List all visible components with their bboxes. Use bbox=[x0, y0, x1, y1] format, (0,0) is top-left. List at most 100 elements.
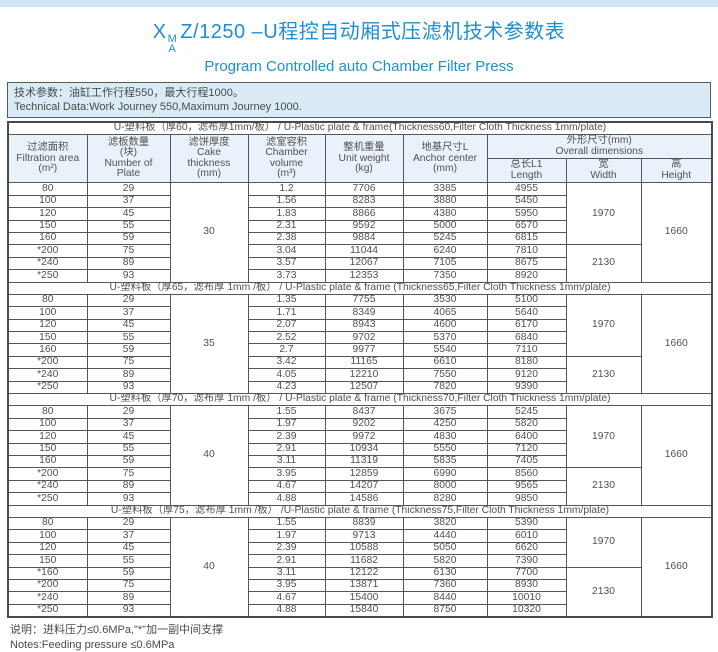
cell-chamber-volume: 2.91 bbox=[247, 442, 326, 457]
cell-plate-count: 89 bbox=[86, 368, 171, 382]
cell-filtration-area: 80 bbox=[7, 293, 88, 308]
cell-length: 5820 bbox=[486, 417, 567, 432]
cell-plate-count: 37 bbox=[86, 529, 171, 543]
cell-anchor-center: 6610 bbox=[402, 355, 488, 370]
cell-length: 8675 bbox=[486, 256, 567, 271]
cell-chamber-volume: 2.7 bbox=[247, 343, 326, 357]
cell-unit-weight: 12122 bbox=[324, 566, 404, 580]
cell-unit-weight: 12507 bbox=[324, 380, 404, 395]
cell-plate-count: 55 bbox=[86, 331, 171, 345]
cell-chamber-volume: 1.56 bbox=[247, 194, 326, 209]
cell-unit-weight: 12859 bbox=[324, 467, 404, 481]
section-title: U-塑料板（厚65，滤布厚 1mm /板） / U-Plastic plate … bbox=[7, 281, 713, 295]
cell-anchor-center: 5370 bbox=[402, 331, 488, 345]
cell-unit-weight: 8349 bbox=[324, 306, 404, 320]
cell-unit-weight: 8437 bbox=[324, 405, 404, 419]
model-sup: M bbox=[167, 33, 178, 45]
cell-width: 2130 bbox=[565, 566, 642, 618]
cell-width: 2130 bbox=[565, 467, 642, 506]
tech-data-en: Technical Data:Work Journey 550,Maximum … bbox=[14, 101, 302, 113]
cell-unit-weight: 10934 bbox=[324, 442, 404, 457]
table-row: *250 93 4.88 14586 8280 9850 bbox=[7, 492, 712, 506]
cell-plate-count: 59 bbox=[86, 566, 171, 580]
notes-cn: 说明：进料压力≤0.6MPa,"*"加一副中间支撑 bbox=[10, 624, 224, 637]
cell-filtration-area: 100 bbox=[7, 306, 88, 320]
cell-unit-weight: 8283 bbox=[324, 194, 404, 209]
table-row: *160 59 3.11 12122 6130 7700 2130 bbox=[7, 566, 712, 618]
table-row: *200 75 3.04 11044 6240 7810 2130 bbox=[7, 244, 712, 283]
col-header-area-line: (m²) bbox=[38, 163, 58, 175]
cell-anchor-center: 4380 bbox=[402, 207, 488, 221]
cell-unit-weight: 9884 bbox=[324, 231, 404, 246]
cell-anchor-center: 7105 bbox=[402, 256, 488, 271]
cell-width: 1970 bbox=[565, 405, 642, 469]
cell-unit-weight: 14207 bbox=[324, 479, 404, 494]
table-row: 150 55 2.91 11682 5820 7390 bbox=[7, 554, 712, 568]
cell-plate-count: 59 bbox=[86, 454, 171, 469]
cell-length: 6400 bbox=[486, 430, 567, 444]
cell-anchor-center: 5835 bbox=[402, 454, 488, 469]
table-row: *250 93 3.73 12353 7350 8920 bbox=[7, 269, 712, 283]
col-header-area: 过滤面积 Filtration area (m²) bbox=[7, 134, 88, 184]
cell-chamber-volume: 1.2 bbox=[247, 182, 326, 196]
cell-filtration-area: 80 bbox=[7, 405, 88, 419]
cell-unit-weight: 11682 bbox=[324, 554, 404, 568]
cell-chamber-volume: 3.11 bbox=[247, 566, 326, 580]
cell-plate-count: 45 bbox=[86, 318, 171, 333]
col-subheader-height-line: 高 bbox=[671, 159, 682, 171]
table-row: *240 89 4.67 15400 8440 10010 bbox=[7, 591, 712, 605]
cell-chamber-volume: 3.11 bbox=[247, 454, 326, 469]
cell-unit-weight: 13871 bbox=[324, 578, 404, 593]
cell-anchor-center: 7360 bbox=[402, 578, 488, 593]
table-row: 120 45 1.83 8866 4380 5950 bbox=[7, 207, 712, 221]
cell-filtration-area: 100 bbox=[7, 417, 88, 432]
cell-anchor-center: 5540 bbox=[402, 343, 488, 357]
cell-filtration-area: 80 bbox=[7, 516, 88, 531]
cell-filtration-area: *240 bbox=[7, 479, 88, 494]
cell-length: 7110 bbox=[486, 343, 567, 357]
notes-en: Notes:Feeding pressure ≤0.6MPa bbox=[10, 638, 175, 651]
cell-plate-count: 45 bbox=[86, 541, 171, 556]
table-row: *200 75 3.42 11165 6610 8180 2130 bbox=[7, 355, 712, 395]
cell-filtration-area: *200 bbox=[7, 355, 88, 370]
cell-unit-weight: 9977 bbox=[324, 343, 404, 357]
cell-filtration-area: 120 bbox=[7, 430, 88, 444]
col-header-weight-line: Unit weight bbox=[338, 152, 390, 164]
col-header-plates-line: Plate bbox=[116, 168, 141, 180]
cell-anchor-center: 3675 bbox=[402, 405, 488, 419]
section-title: U-塑料板（厚75，滤布厚 1mm /板） /U-Plastic plate &… bbox=[7, 504, 713, 518]
cell-length: 6840 bbox=[486, 331, 567, 345]
col-header-area-line: Filtration area bbox=[16, 152, 80, 164]
cell-chamber-volume: 1.83 bbox=[247, 207, 326, 221]
cell-length: 7405 bbox=[486, 454, 567, 469]
cell-anchor-center: 6990 bbox=[402, 467, 488, 481]
cell-plate-count: 29 bbox=[86, 405, 171, 419]
cell-length: 7390 bbox=[486, 554, 567, 568]
cell-length: 5640 bbox=[486, 306, 567, 320]
col-header-anchor-line: 地基尺寸L bbox=[421, 142, 469, 154]
col-subheader-height: 高 Height bbox=[640, 158, 713, 184]
cell-chamber-volume: 3.57 bbox=[247, 256, 326, 271]
table-row: 160 59 2.38 9884 5245 6815 bbox=[7, 231, 712, 246]
cell-unit-weight: 12067 bbox=[324, 256, 404, 271]
cell-chamber-volume: 2.39 bbox=[247, 541, 326, 556]
col-header-cake-line: (mm) bbox=[196, 168, 221, 180]
cell-width: 2130 bbox=[565, 355, 642, 395]
cell-anchor-center: 7350 bbox=[402, 269, 488, 283]
cell-plate-count: 29 bbox=[86, 293, 171, 308]
cell-filtration-area: *240 bbox=[7, 256, 88, 271]
cell-plate-count: 89 bbox=[86, 591, 171, 605]
cell-filtration-area: 100 bbox=[7, 529, 88, 543]
cell-length: 5390 bbox=[486, 516, 567, 531]
table-row: 100 37 1.97 9202 4250 5820 bbox=[7, 417, 712, 432]
cell-chamber-volume: 2.91 bbox=[247, 554, 326, 568]
cell-length: 9120 bbox=[486, 368, 567, 382]
cell-anchor-center: 7820 bbox=[402, 380, 488, 395]
cell-plate-count: 75 bbox=[86, 355, 171, 370]
cell-plate-count: 75 bbox=[86, 244, 171, 258]
cell-chamber-volume: 3.42 bbox=[247, 355, 326, 370]
cell-filtration-area: *250 bbox=[7, 603, 88, 618]
cell-chamber-volume: 3.95 bbox=[247, 467, 326, 481]
col-header-cake: 滤饼厚度 Cake thickness (mm) bbox=[169, 134, 249, 184]
cell-filtration-area: 100 bbox=[7, 194, 88, 209]
